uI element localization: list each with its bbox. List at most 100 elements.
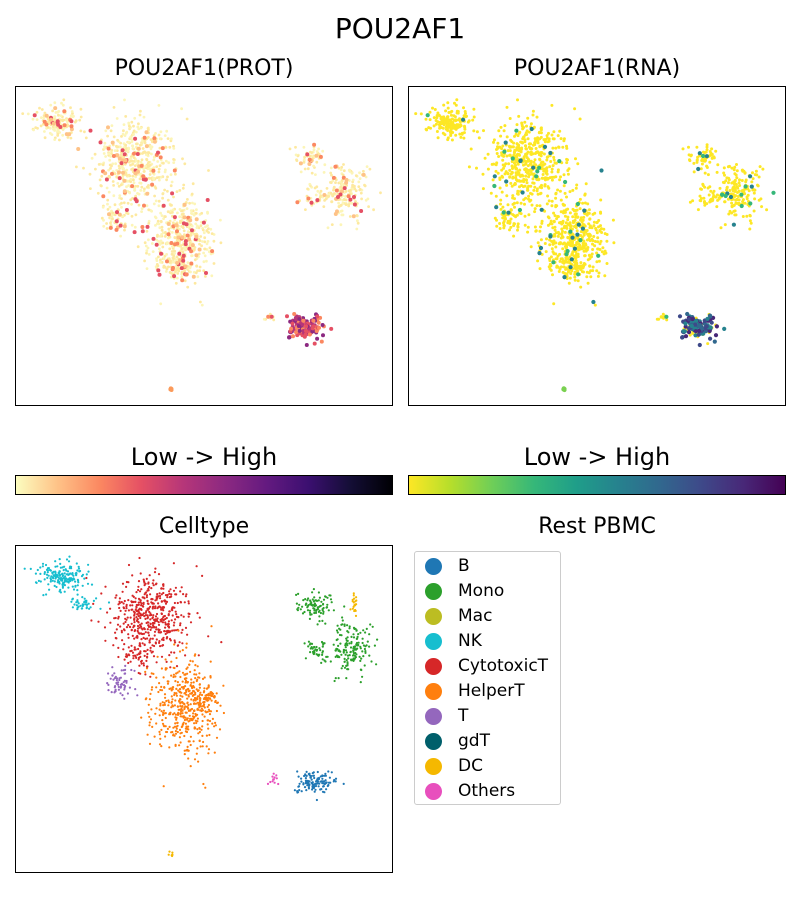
scatter-point: [539, 225, 542, 229]
scatter-point: [69, 572, 72, 575]
scatter-point: [549, 264, 553, 268]
scatter-point: [307, 645, 310, 648]
scatter-point: [318, 782, 321, 785]
scatter-point: [340, 179, 344, 182]
scatter-point: [533, 185, 537, 189]
scatter-point: [174, 281, 178, 285]
scatter-point: [598, 242, 602, 246]
scatter-point: [321, 653, 324, 656]
scatter-point: [512, 214, 516, 218]
scatter-point: [515, 146, 519, 150]
scatter-point: [197, 760, 200, 763]
scatter-point: [597, 271, 601, 275]
scatter-point: [165, 178, 169, 182]
scatter-point: [599, 198, 603, 202]
scatter-point: [498, 222, 502, 225]
scatter-point: [571, 221, 575, 225]
scatter-point: [119, 686, 122, 689]
scatter-point: [538, 144, 542, 148]
scatter-point: [203, 236, 207, 240]
scatter-point: [145, 667, 149, 670]
scatter-point: [548, 243, 552, 247]
scatter-point: [297, 775, 300, 778]
scatter-point: [119, 234, 122, 238]
scatter-point: [472, 115, 476, 119]
scatter-point: [121, 590, 124, 593]
scatter-point: [122, 201, 126, 205]
scatter-point: [705, 164, 709, 168]
scatter-point: [85, 573, 88, 576]
scatter-point: [109, 621, 112, 624]
scatter-point: [726, 197, 730, 201]
scatter-point: [579, 218, 583, 222]
scatter-point: [139, 189, 143, 192]
scatter-point: [314, 173, 317, 176]
scatter-point: [161, 644, 165, 647]
scatter-point: [159, 220, 163, 224]
scatter-point: [120, 669, 123, 672]
scatter-point: [147, 703, 150, 706]
scatter-point: [556, 134, 560, 138]
scatter-point: [508, 168, 512, 172]
scatter-point: [448, 125, 452, 129]
scatter-point: [708, 160, 712, 164]
scatter-point: [576, 265, 580, 269]
scatter-point: [574, 226, 578, 230]
scatter-point: [180, 247, 184, 251]
scatter-point: [310, 601, 313, 605]
scatter-point: [312, 164, 315, 168]
scatter-point: [718, 186, 722, 190]
scatter-point: [78, 118, 82, 122]
scatter-point: [119, 609, 122, 612]
scatter-point: [160, 612, 163, 615]
scatter-point: [504, 179, 509, 184]
scatter-point: [113, 149, 117, 152]
scatter-point: [313, 785, 316, 788]
scatter-point: [446, 101, 450, 105]
scatter-point: [741, 215, 745, 218]
scatter-point: [106, 611, 109, 614]
scatter-point: [136, 169, 140, 174]
scatter-point: [90, 583, 94, 586]
scatter-point: [529, 191, 532, 195]
scatter-point: [595, 269, 599, 273]
scatter-point: [163, 188, 167, 192]
scatter-point: [526, 225, 530, 229]
scatter-point: [189, 703, 192, 706]
scatter-point: [212, 239, 216, 243]
scatter-point: [188, 740, 191, 743]
scatter-point: [169, 713, 172, 716]
scatter-point: [346, 661, 349, 664]
scatter-point: [102, 152, 106, 155]
scatter-point: [588, 264, 592, 268]
scatter-point: [187, 615, 190, 618]
scatter-point: [524, 162, 528, 166]
scatter-point: [486, 152, 490, 156]
scatter-point: [176, 616, 180, 619]
scatter-point: [189, 735, 192, 738]
scatter-point: [339, 203, 343, 207]
scatter-point: [45, 593, 48, 596]
scatter-point: [128, 174, 132, 178]
scatter-point: [526, 116, 530, 120]
scatter-point: [159, 175, 163, 179]
scatter-point: [142, 636, 145, 639]
scatter-point: [130, 622, 133, 625]
scatter-point: [492, 174, 497, 179]
scatter-point: [565, 267, 569, 271]
scatter-point: [162, 704, 165, 707]
scatter-point: [526, 186, 530, 190]
scatter-point: [119, 183, 123, 187]
scatter-point: [204, 275, 207, 278]
scatter-point: [582, 270, 585, 274]
scatter-point: [124, 664, 127, 667]
scatter-point: [338, 197, 342, 201]
prot-scatter-panel: [15, 86, 393, 406]
scatter-point: [126, 692, 129, 695]
scatter-point: [181, 250, 185, 254]
scatter-point: [148, 639, 151, 642]
scatter-point: [53, 115, 56, 119]
scatter-point: [187, 267, 190, 270]
scatter-point: [356, 219, 359, 223]
scatter-point: [145, 229, 149, 233]
